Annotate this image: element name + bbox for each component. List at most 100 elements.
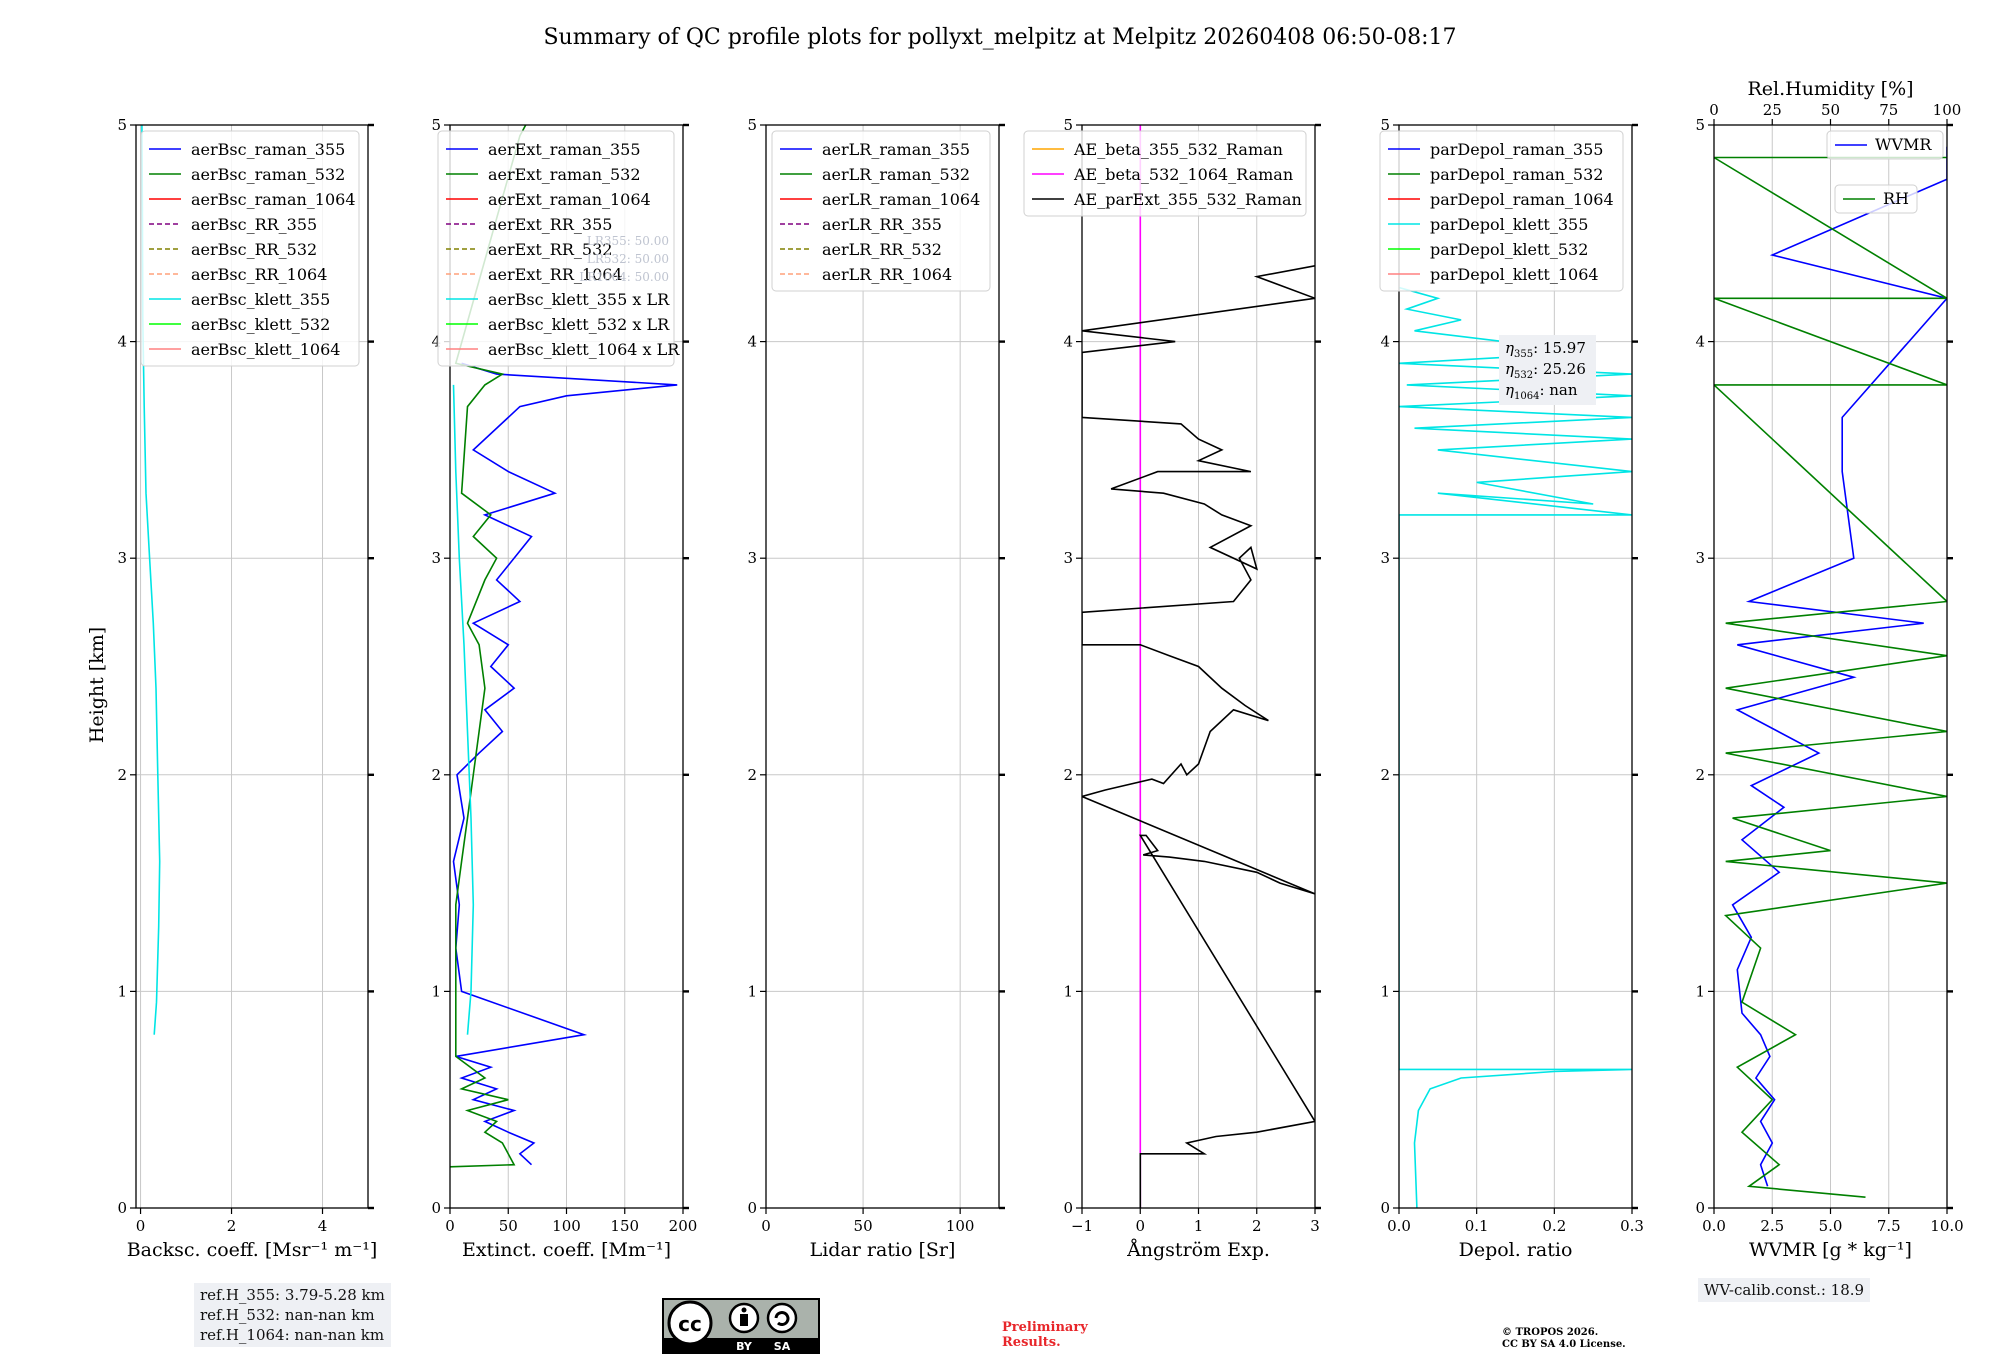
legend-lr: aerLR_raman_355 aerLR_raman_532 aerLR_rama… [771, 130, 991, 292]
top-xtick-label-75: 75 [1879, 101, 1898, 119]
series-aerExt_raman_355 [452, 362, 678, 1166]
ytick-label-1: 1 [747, 982, 757, 1000]
preliminary-results-note: Preliminary Results. [1002, 1320, 1088, 1350]
legend-label: parDepol_klett_532 [1430, 240, 1588, 259]
legend-item: aerBsc_klett_532 [149, 315, 330, 334]
ytick-label-4: 4 [431, 333, 441, 351]
x-axis-label-depol: Depol. ratio [1459, 1239, 1573, 1261]
top-xtick-label-50: 50 [1821, 101, 1840, 119]
ytick-label-2: 2 [1695, 766, 1705, 784]
legend-label: aerExt_RR_532 [488, 240, 612, 259]
ytick-label-4: 4 [117, 333, 127, 351]
copyright-line-1: © TROPOS 2026. [1502, 1327, 1599, 1338]
wv-calib-text: WV-calib.const.: 18.9 [1704, 1281, 1865, 1299]
wv-calib-box: WV-calib.const.: 18.9 [1698, 1278, 1871, 1302]
legend-item: AE_beta_355_532_Raman [1032, 140, 1283, 159]
panel-wv: 0 1 2 3 4 5 0.0 2.5 5.0 7.5 10.0 WVMR [g * kg⁻¹] 0 25… [1695, 78, 1963, 1261]
xtick-label-0: 0.0 [1387, 1217, 1411, 1235]
ytick-label-0: 0 [1695, 1199, 1705, 1217]
x-axis-label-wv: WVMR [g * kg⁻¹] [1749, 1239, 1912, 1261]
legend-bsc: aerBsc_raman_355 aerBsc_raman_532 aerBsc_r… [140, 130, 360, 367]
series-WVMR [1731, 146, 1947, 1187]
ytick-label-1: 1 [431, 982, 441, 1000]
xtick-label-0: 0 [761, 1217, 771, 1235]
xtick-label-7.5: 7.5 [1877, 1217, 1901, 1235]
eta-1064: η1064: nan [1505, 381, 1578, 402]
x-axis-label-ext: Extinct. coeff. [Mm⁻¹] [462, 1239, 671, 1261]
legend-label: aerBsc_RR_355 [191, 215, 317, 234]
ytick-label-1: 1 [1695, 982, 1705, 1000]
y-axis-label: Height [km] [86, 627, 108, 743]
xtick-label-5: 5.0 [1819, 1217, 1843, 1235]
ref-heights-box: ref.H_355: 3.79-5.28 km ref.H_532: nan-n… [194, 1283, 391, 1347]
ref-height-1064: ref.H_1064: nan-nan km [200, 1326, 385, 1344]
preliminary-line-2: Results. [1002, 1335, 1061, 1350]
ytick-label-3: 3 [1380, 549, 1390, 567]
xtick-label-0.1: 0.1 [1465, 1217, 1489, 1235]
xtick-label-2.5: 2.5 [1760, 1217, 1784, 1235]
legend-label: aerExt_raman_355 [488, 140, 641, 159]
legend-item: aerBsc_klett_532 x LR [446, 315, 670, 334]
xtick-label-0: 0.0 [1702, 1217, 1726, 1235]
legend-item: aerLR_RR_1064 [780, 265, 952, 284]
legend-label: aerExt_RR_355 [488, 215, 612, 234]
ytick-label-5: 5 [1063, 116, 1073, 134]
ytick-label-4: 4 [747, 333, 757, 351]
cc-by-label: BY [736, 1340, 753, 1353]
xtick-label-1: 1 [1194, 1217, 1204, 1235]
legend-label: aerLR_raman_532 [822, 165, 970, 184]
legend-label: aerBsc_klett_355 x LR [488, 290, 670, 309]
xtick-label-3: 3 [1310, 1217, 1320, 1235]
ytick-label-5: 5 [1695, 116, 1705, 134]
xtick-label-200: 200 [669, 1217, 698, 1235]
eta-532: η532: 25.26 [1505, 360, 1586, 381]
legend-depol: parDepol_raman_355 parDepol_raman_532 parD… [1379, 130, 1624, 292]
xtick-label-2: 2 [227, 1217, 237, 1235]
cc-by-sa-badge: cc BY SA [662, 1298, 820, 1354]
xtick-label-4: 4 [318, 1217, 328, 1235]
legend-label: aerLR_RR_355 [822, 215, 942, 234]
ytick-label-2: 2 [1063, 766, 1073, 784]
top-xtick-label-100: 100 [1933, 101, 1962, 119]
ytick-label-0: 0 [747, 1199, 757, 1217]
legend-label: aerBsc_klett_532 x LR [488, 315, 670, 334]
lr-annotation-1: LR532: 50.00 [587, 252, 669, 266]
xtick-label-0.2: 0.2 [1542, 1217, 1566, 1235]
lr-annotation-2: LR1064: 50.00 [579, 270, 669, 284]
series-aerExt_raman_532 [450, 125, 527, 1168]
legend-item: aerExt_RR_532 [446, 240, 612, 259]
series-parDepol_klett_355 [1399, 286, 1632, 1208]
legend-item: parDepol_raman_1064 [1388, 190, 1614, 209]
legend-item: aerBsc_raman_355 [149, 140, 345, 159]
ytick-label-1: 1 [1063, 982, 1073, 1000]
legend-item: aerBsc_RR_1064 [149, 265, 327, 284]
ref-height-532: ref.H_532: nan-nan km [200, 1306, 375, 1324]
copyright-line-2: CC BY SA 4.0 License. [1502, 1339, 1626, 1350]
ytick-label-1: 1 [117, 982, 127, 1000]
legend-label: parDepol_raman_532 [1430, 165, 1603, 184]
legend-item: aerLR_raman_1064 [780, 190, 980, 209]
legend-item: parDepol_klett_355 [1388, 215, 1588, 234]
legend-label: AE_beta_532_1064_Raman [1073, 165, 1293, 184]
legend-item: aerBsc_raman_532 [149, 165, 345, 184]
legend-item: aerBsc_RR_355 [149, 215, 317, 234]
legend-item: aerBsc_klett_355 x LR [446, 290, 670, 309]
legend-label: aerBsc_raman_355 [191, 140, 345, 159]
legend-label: parDepol_klett_355 [1430, 215, 1588, 234]
ytick-label-5: 5 [431, 116, 441, 134]
xtick-label-50: 50 [854, 1217, 873, 1235]
xtick-label-150: 150 [610, 1217, 639, 1235]
ytick-label-1: 1 [1380, 982, 1390, 1000]
ytick-label-5: 5 [1380, 116, 1390, 134]
ytick-label-3: 3 [1695, 549, 1705, 567]
figure-title: Summary of QC profile plots for pollyxt_… [543, 25, 1456, 50]
legend-label: aerLR_RR_1064 [822, 265, 952, 284]
legend-item: aerExt_raman_532 [446, 165, 641, 184]
legend-label: aerBsc_klett_355 [191, 290, 330, 309]
ytick-label-2: 2 [117, 766, 127, 784]
plot-frame [765, 124, 1000, 1209]
legend-item: aerBsc_klett_1064 x LR [446, 340, 680, 359]
panel-depol: 0 1 2 3 4 5 0.0 0.1 0.2 0.3 Depol. ratio parDepol_r… [1379, 116, 1644, 1261]
